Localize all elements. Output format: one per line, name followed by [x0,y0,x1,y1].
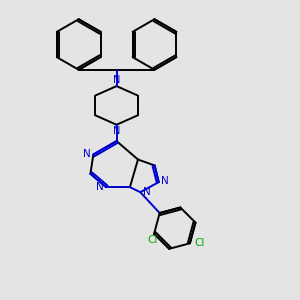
Text: N: N [113,75,120,85]
Text: Cl: Cl [147,235,158,245]
Text: Cl: Cl [194,238,205,248]
Text: N: N [83,149,91,160]
Text: N: N [113,126,120,136]
Text: N: N [143,187,151,197]
Text: N: N [96,182,104,192]
Text: N: N [161,176,169,186]
